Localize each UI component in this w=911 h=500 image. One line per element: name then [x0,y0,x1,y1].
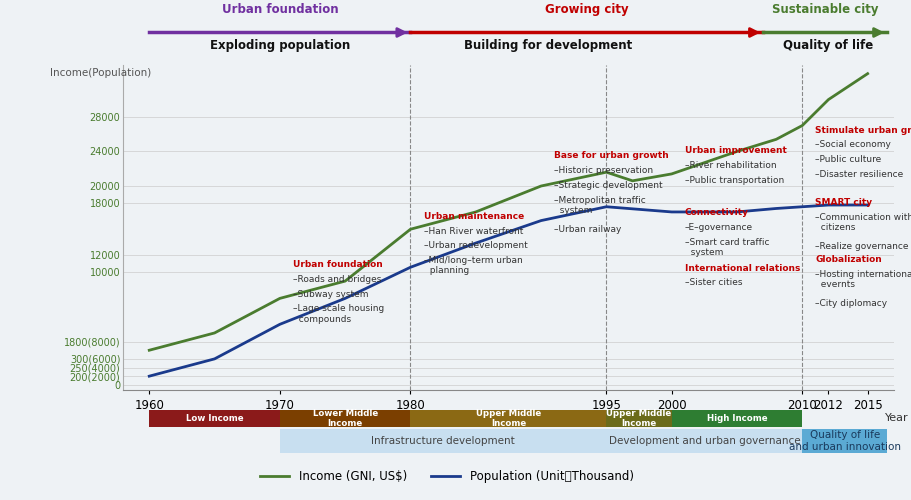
Text: Building for development: Building for development [463,39,631,52]
Text: –Hosting international
  evernts: –Hosting international evernts [814,270,911,289]
Text: –Realize governance: –Realize governance [814,242,908,251]
Text: Income(Population): Income(Population) [50,68,151,78]
Bar [802,429,886,454]
Text: Base for urban growth: Base for urban growth [554,152,668,160]
Bar [671,410,802,428]
Text: Development and urban governance: Development and urban governance [608,436,799,446]
Bar [280,410,410,428]
Text: Sustainable city: Sustainable city [771,3,877,16]
Text: –Communication with
  citizens: –Communication with citizens [814,213,911,232]
Text: Quality of life
and urban innovation: Quality of life and urban innovation [788,430,900,452]
Bar [149,410,280,428]
Bar [280,429,606,454]
Text: –Urban railway: –Urban railway [554,225,621,234]
Text: Urban improvement: Urban improvement [684,146,786,155]
Text: –Public transportation: –Public transportation [684,176,783,184]
Text: –E–governance: –E–governance [684,223,752,232]
Text: –Smart card traffic
  system: –Smart card traffic system [684,238,769,258]
Text: Globalization: Globalization [814,255,881,264]
Text: Lower Middle
Income: Lower Middle Income [312,408,377,428]
Text: –Lage scale housing
  compounds: –Lage scale housing compounds [292,304,384,324]
Text: –Historic preservation: –Historic preservation [554,166,652,175]
Bar [410,410,606,428]
Text: Low Income: Low Income [186,414,243,423]
Text: –Social economy: –Social economy [814,140,890,149]
Text: –Han River waterfront: –Han River waterfront [423,226,522,235]
Text: –Disaster resilience: –Disaster resilience [814,170,903,178]
Text: Urban foundation: Urban foundation [221,3,338,16]
Text: Stimulate urban growth: Stimulate urban growth [814,126,911,134]
Text: –River rehabilitation: –River rehabilitation [684,161,775,170]
Text: Growing city: Growing city [545,3,628,16]
Text: –Public culture: –Public culture [814,155,881,164]
Text: SMART city: SMART city [814,198,872,207]
Text: Year: Year [884,414,907,424]
Bar [606,429,802,454]
Text: –Sister cities: –Sister cities [684,278,742,287]
Text: –Mid/long–term urban
  planning: –Mid/long–term urban planning [423,256,522,276]
Text: Upper Middle
Income: Upper Middle Income [606,408,670,428]
Text: –Roads and bridges: –Roads and bridges [292,275,381,284]
Legend: Income (GNI, US$), Population (Unit：Thousand): Income (GNI, US$), Population (Unit：Thou… [255,466,638,488]
Text: International relations: International relations [684,264,799,273]
Text: –City diplomacy: –City diplomacy [814,299,886,308]
Text: –Metropolitan traffic
  system: –Metropolitan traffic system [554,196,645,215]
Text: Urban foundation: Urban foundation [292,260,383,270]
Text: Quality of life: Quality of life [783,39,873,52]
Text: Connectivity: Connectivity [684,208,748,218]
Text: –Urban redevelopment: –Urban redevelopment [423,242,527,250]
Text: High Income: High Income [706,414,766,423]
Text: –Subway system: –Subway system [292,290,368,298]
Text: Infrastructure development: Infrastructure development [371,436,515,446]
Text: Upper Middle
Income: Upper Middle Income [476,408,540,428]
Text: Exploding population: Exploding population [210,39,350,52]
Text: Urban maintenance: Urban maintenance [423,212,523,221]
Text: –Strategic development: –Strategic development [554,181,662,190]
Bar [606,410,671,428]
